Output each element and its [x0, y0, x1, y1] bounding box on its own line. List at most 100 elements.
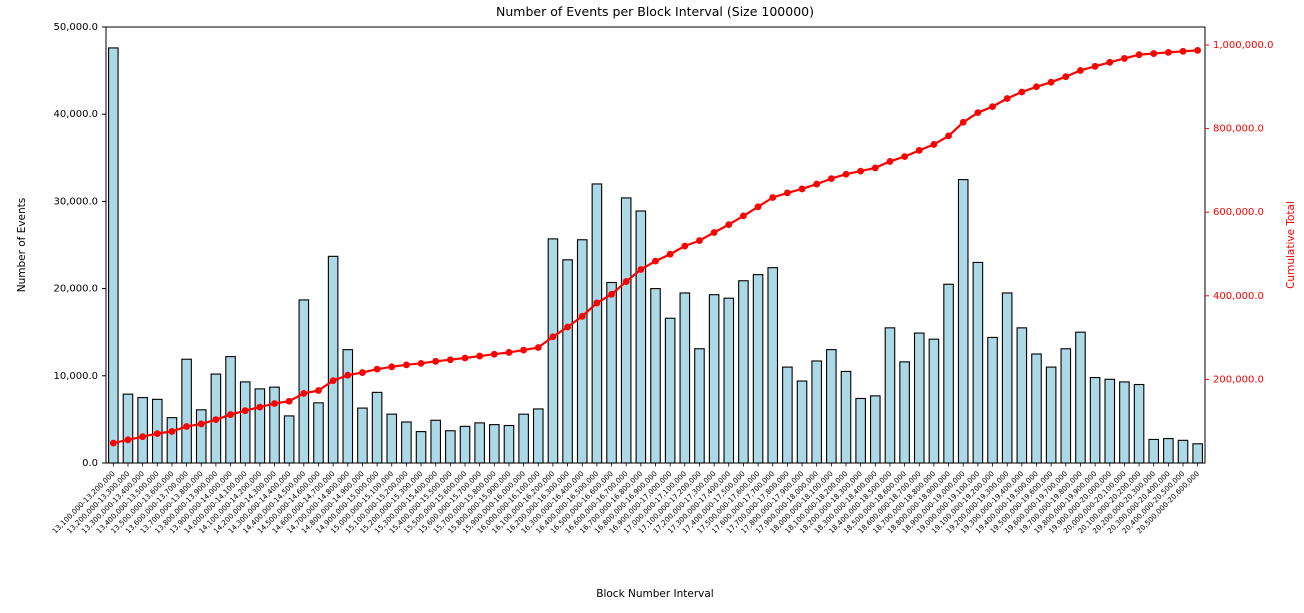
- bar: [386, 413, 398, 464]
- bar: [1163, 438, 1174, 464]
- cumulative-point: [300, 389, 308, 397]
- bar: [108, 47, 119, 464]
- cumulative-point: [1033, 83, 1040, 91]
- cumulative-point: [109, 439, 117, 447]
- cumulative-point: [681, 242, 689, 250]
- right-tick-label: 600,000.0: [1213, 207, 1264, 218]
- cumulative-point: [373, 365, 381, 373]
- bar: [357, 407, 368, 464]
- cumulative-point: [534, 344, 542, 351]
- cumulative-point: [666, 250, 674, 258]
- bar: [225, 356, 236, 464]
- cumulative-point: [315, 387, 322, 394]
- cumulative-point: [974, 109, 982, 117]
- cumulative-point: [842, 170, 850, 178]
- cumulative-point: [285, 397, 293, 405]
- bar: [1060, 348, 1072, 464]
- cumulative-point: [271, 400, 278, 407]
- bar: [972, 261, 984, 464]
- cumulative-point: [1121, 55, 1128, 62]
- bar: [987, 336, 998, 464]
- cumulative-point: [212, 416, 220, 424]
- cumulative-point: [622, 278, 630, 285]
- cumulative-point: [1194, 46, 1202, 54]
- bar: [327, 255, 339, 464]
- bar: [298, 299, 310, 464]
- bar: [943, 283, 954, 464]
- bar: [826, 349, 837, 464]
- bar: [664, 317, 676, 464]
- bar: [650, 288, 661, 464]
- cumulative-point: [329, 377, 337, 385]
- bar: [1133, 383, 1145, 464]
- right-tick-label: 800,000.0: [1213, 124, 1264, 135]
- cumulative-point: [740, 212, 747, 220]
- bar: [239, 381, 251, 464]
- bar: [899, 361, 910, 464]
- cumulative-point: [1003, 95, 1011, 102]
- bar: [767, 267, 779, 464]
- bar: [840, 370, 852, 464]
- left-tick-label: 20,000.0: [53, 284, 98, 295]
- cumulative-point: [227, 411, 234, 418]
- bar: [1016, 327, 1028, 464]
- bar: [869, 395, 881, 464]
- bar: [254, 388, 266, 464]
- cumulative-point: [520, 346, 528, 354]
- cumulative-point: [388, 363, 396, 371]
- bar: [489, 424, 500, 464]
- bar: [371, 391, 383, 464]
- cumulative-point: [461, 354, 469, 362]
- bar: [474, 422, 485, 464]
- cumulative-point: [945, 132, 952, 140]
- bar: [137, 397, 148, 464]
- right-tick-label: 400,000.0: [1213, 291, 1264, 302]
- cumulative-point: [256, 403, 264, 411]
- cumulative-point: [476, 352, 484, 360]
- bar: [635, 210, 647, 464]
- cumulative-point: [1164, 48, 1172, 56]
- cumulative-point: [1077, 67, 1084, 74]
- bar: [122, 393, 134, 464]
- cumulative-point: [241, 407, 249, 415]
- cumulative-point: [813, 180, 821, 188]
- cumulative-point: [490, 350, 498, 358]
- cumulative-point: [652, 257, 659, 265]
- cumulative-point: [1135, 51, 1143, 59]
- bar: [1177, 439, 1189, 464]
- cumulative-point: [637, 266, 645, 273]
- cumulative-point: [915, 146, 923, 154]
- bar: [620, 197, 632, 464]
- bar: [518, 413, 529, 464]
- cumulative-point: [901, 153, 909, 160]
- cumulative-point: [564, 323, 571, 331]
- bar: [1119, 381, 1130, 464]
- cumulative-point: [1179, 47, 1187, 55]
- left-tick-label: 0.0: [82, 458, 98, 469]
- cumulative-point: [857, 167, 865, 175]
- cumulative-point: [827, 175, 835, 183]
- bar: [752, 274, 764, 464]
- left-tick-label: 40,000.0: [53, 109, 98, 120]
- bar: [547, 238, 559, 464]
- bar: [181, 358, 192, 464]
- bar: [459, 425, 471, 464]
- cumulative-point: [168, 428, 176, 435]
- bar: [401, 421, 412, 464]
- cumulative-point: [402, 361, 410, 369]
- cumulative-point: [593, 299, 601, 307]
- bar: [796, 380, 808, 464]
- cumulative-point: [754, 203, 762, 211]
- cumulative-point: [197, 420, 205, 428]
- cumulative-point: [871, 164, 879, 172]
- cumulative-point: [1018, 88, 1026, 96]
- bar: [195, 409, 207, 464]
- cumulative-point: [959, 118, 967, 126]
- cumulative-point: [1062, 73, 1070, 81]
- bar: [430, 419, 442, 464]
- cumulative-point: [446, 356, 454, 364]
- bar: [1031, 353, 1042, 464]
- cumulative-point: [710, 229, 718, 236]
